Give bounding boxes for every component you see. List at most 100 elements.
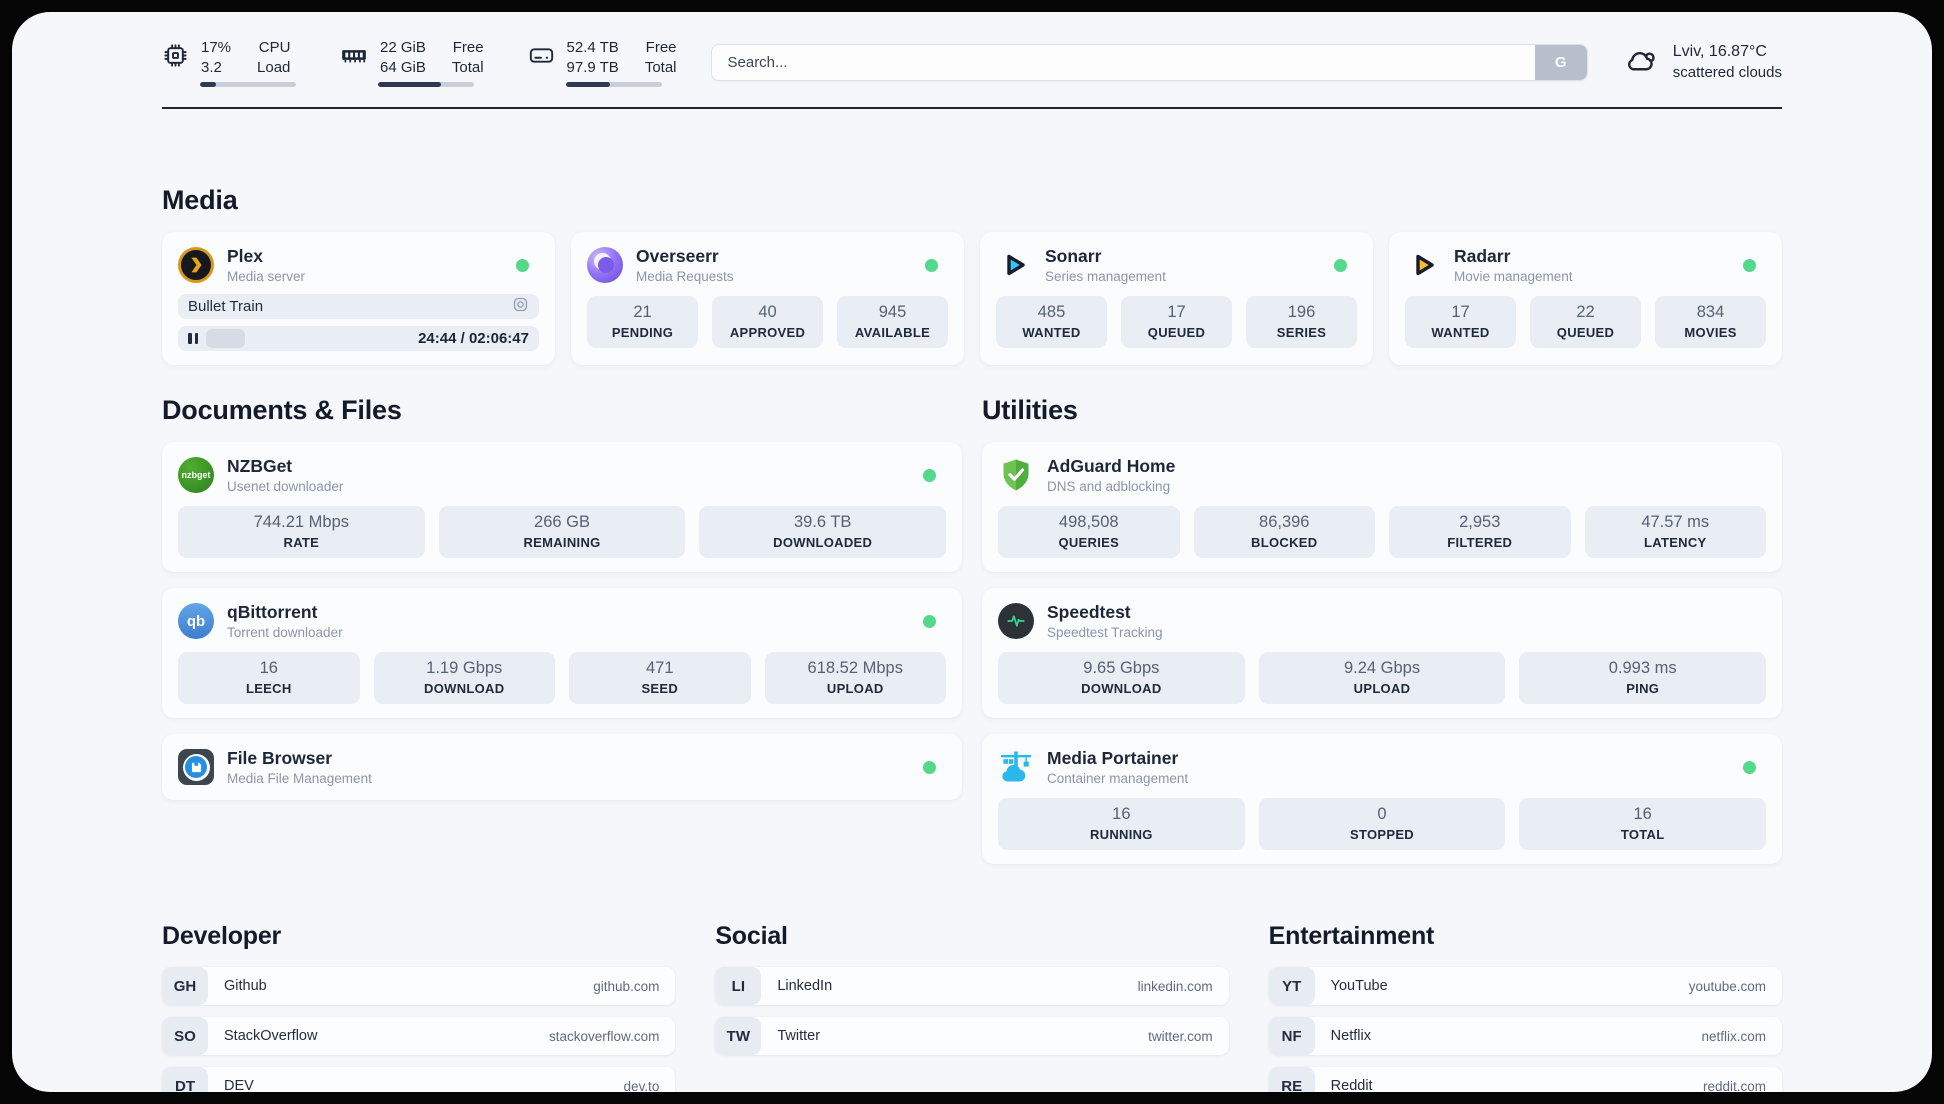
app-card-speedtest[interactable]: Speedtest Speedtest Tracking 9.65 Gbps D… [982, 588, 1782, 718]
bookmark-domain: github.com [593, 978, 660, 994]
section-title-media: Media [162, 185, 238, 215]
bookmark-stackoverflow[interactable]: SO StackOverflow stackoverflow.com [162, 1017, 676, 1055]
status-dot [925, 258, 938, 272]
disk-progress-bar [565, 82, 662, 87]
nzbget-icon: nzbget [178, 457, 214, 493]
stat-tile: 618.52 Mbps UPLOAD [764, 652, 946, 704]
stat-tile: 266 GB REMAINING [438, 506, 686, 558]
cpu-stat: 17% 3.2 CPU Load [162, 38, 296, 87]
stat-tile: 39.6 TB DOWNLOADED [699, 506, 947, 558]
status-dot [923, 468, 936, 482]
stat-tile: 22 QUEUED [1530, 296, 1641, 348]
video-icon [512, 296, 529, 318]
playback-time: 24:44 / 02:06:47 [418, 330, 529, 347]
disk-stat: 52.4 TB 97.9 TB Free Total [528, 38, 677, 87]
bookmark-abbr: DT [162, 1067, 208, 1092]
overseerr-icon [587, 247, 623, 283]
app-card-adguard[interactable]: AdGuard Home DNS and adblocking 498,508 … [982, 442, 1782, 572]
memory-icon [340, 42, 368, 73]
app-card-overseerr[interactable]: Overseerr Media Requests 21 PENDING 40 A… [571, 232, 964, 365]
bookmark-abbr: GH [162, 967, 208, 1005]
memory-values: 22 GiB 64 GiB [380, 39, 426, 76]
pause-icon [188, 333, 198, 344]
section-title-entertainment: Entertainment [1268, 922, 1435, 950]
stat-tile: 86,396 BLOCKED [1193, 506, 1375, 558]
bookmark-abbr: LI [715, 967, 762, 1005]
playback-progress-track [206, 329, 408, 348]
bookmark-abbr: YT [1268, 967, 1315, 1005]
now-playing-title: Bullet Train [188, 298, 264, 315]
bookmark-name: Github [224, 978, 267, 994]
bookmark-github[interactable]: GH Github github.com [162, 967, 676, 1005]
app-name: qBittorrent [227, 602, 318, 622]
section-media: Media Plex Media server [162, 185, 1782, 365]
playback-progress-row: 24:44 / 02:06:47 [178, 326, 539, 351]
status-dot [923, 614, 936, 628]
speedtest-icon [998, 603, 1034, 639]
stat-tile: 471 SEED [569, 652, 751, 704]
stat-tile: 744.21 Mbps RATE [178, 506, 425, 558]
stat-tile: 16 TOTAL [1519, 798, 1767, 850]
stat-tile: 0.993 ms PING [1519, 652, 1767, 704]
bookmark-linkedin[interactable]: LI LinkedIn linkedin.com [715, 967, 1229, 1005]
app-name: Media Portainer [1047, 748, 1179, 768]
memory-progress-bar [378, 82, 474, 87]
bookmark-twitter[interactable]: TW Twitter twitter.com [715, 1017, 1229, 1055]
app-name: NZBGet [227, 456, 293, 476]
app-name: Speedtest [1047, 602, 1131, 622]
dashboard-page: 17% 3.2 CPU Load [12, 12, 1932, 1092]
system-stats: 17% 3.2 CPU Load [162, 38, 677, 87]
bookmark-name: Netflix [1330, 1028, 1371, 1044]
app-card-nzbget[interactable]: nzbget NZBGet Usenet downloader 744.21 M… [162, 442, 962, 572]
weather-location-temp: Lviv, 16.87°C [1672, 43, 1767, 61]
bookmark-name: Twitter [777, 1028, 821, 1044]
search-input[interactable] [711, 45, 1535, 80]
cpu-labels: CPU Load [257, 39, 291, 76]
app-card-qbittorrent[interactable]: qb qBittorrent Torrent downloader 16 LEE… [162, 588, 962, 718]
app-description: Usenet downloader [227, 479, 344, 494]
sonarr-icon [996, 247, 1032, 283]
status-dot [923, 760, 936, 774]
app-card-plex[interactable]: Plex Media server Bullet Train [162, 232, 555, 365]
stat-tile: 17 QUEUED [1121, 296, 1232, 348]
bookmark-reddit[interactable]: RE Reddit reddit.com [1268, 1067, 1782, 1092]
memory-stat: 22 GiB 64 GiB Free Total [340, 38, 484, 87]
status-dot [1334, 258, 1347, 272]
bookmark-name: Reddit [1330, 1078, 1373, 1092]
stat-tile: 498,508 QUERIES [998, 506, 1180, 558]
section-utilities: Utilities [982, 395, 1782, 864]
header-bar: 17% 3.2 CPU Load [162, 12, 1782, 109]
stat-tile: 2,953 FILTERED [1389, 506, 1571, 558]
app-card-filebrowser[interactable]: File Browser Media File Management [162, 734, 962, 800]
status-dot [516, 258, 529, 272]
app-card-portainer[interactable]: Media Portainer Container management 16 … [982, 734, 1782, 864]
bookmark-group-social: Social LI LinkedIn linkedin.com TW Twitt… [715, 922, 1229, 1092]
radarr-icon [1405, 247, 1441, 283]
stat-tile: 485 WANTED [996, 296, 1107, 348]
app-card-sonarr[interactable]: Sonarr Series management 485 WANTED 17 Q… [980, 232, 1373, 365]
app-description: Series management [1045, 269, 1166, 284]
app-description: Speedtest Tracking [1047, 625, 1163, 640]
section-documents: Documents & Files nzbget NZBGet Usenet d… [162, 395, 962, 800]
bookmark-group-developer: Developer GH Github github.com SO StackO… [162, 922, 676, 1093]
bookmark-youtube[interactable]: YT YouTube youtube.com [1268, 967, 1782, 1005]
stat-tile: 16 RUNNING [998, 798, 1245, 850]
bookmark-domain: twitter.com [1148, 1028, 1213, 1044]
stat-tile: 21 PENDING [587, 296, 698, 348]
bookmark-abbr: RE [1268, 1067, 1315, 1092]
bookmark-dev[interactable]: DT DEV dev.to [162, 1067, 676, 1093]
qbittorrent-icon: qb [178, 603, 214, 639]
search-engine-button[interactable]: G [1534, 45, 1587, 80]
stat-tile: 9.24 Gbps UPLOAD [1258, 652, 1506, 704]
bookmark-domain: dev.to [623, 1078, 660, 1093]
cpu-progress-bar [200, 82, 296, 87]
bookmark-abbr: TW [715, 1017, 762, 1055]
bookmark-abbr: SO [162, 1017, 208, 1055]
app-card-radarr[interactable]: Radarr Movie management 17 WANTED 22 QUE… [1389, 232, 1782, 365]
bookmark-name: StackOverflow [224, 1028, 318, 1044]
stat-tile: 834 MOVIES [1655, 296, 1766, 348]
stat-tile: 9.65 Gbps DOWNLOAD [998, 652, 1245, 704]
bookmark-name: LinkedIn [777, 978, 833, 994]
bookmark-netflix[interactable]: NF Netflix netflix.com [1268, 1017, 1782, 1055]
status-dot [1743, 760, 1756, 774]
